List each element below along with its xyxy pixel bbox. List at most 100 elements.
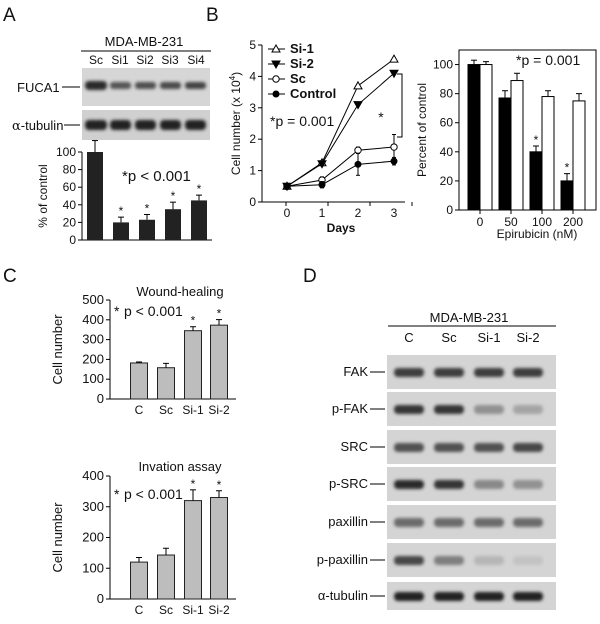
blot-band bbox=[394, 443, 424, 452]
bar bbox=[157, 554, 175, 600]
bar bbox=[113, 222, 129, 240]
panel-a-row-label-tubulin: α-tubulin bbox=[12, 118, 63, 134]
x-tick-label: C bbox=[135, 603, 144, 617]
blot-bands-paxillin bbox=[394, 518, 543, 527]
significance-star: * bbox=[217, 478, 222, 492]
blot-bands-src bbox=[394, 443, 543, 452]
panel-d-lane-label: Sc bbox=[441, 330, 457, 345]
bar bbox=[87, 152, 103, 240]
y-tick-label: 0 bbox=[446, 203, 453, 217]
blot-bands-p-fak bbox=[394, 405, 543, 414]
blot-band bbox=[474, 405, 504, 414]
blot-band bbox=[474, 592, 504, 601]
blot-band bbox=[513, 556, 543, 565]
legend-marker bbox=[272, 90, 280, 98]
bar bbox=[184, 330, 202, 400]
x-tick-label: C bbox=[135, 403, 144, 417]
y-tick-label: 0 bbox=[69, 233, 76, 247]
y-tick-label: 40 bbox=[440, 145, 454, 159]
panel-d-row-label: α-tubulin bbox=[318, 588, 368, 603]
x-tick-label: 0 bbox=[284, 206, 291, 220]
blot-band bbox=[434, 518, 464, 527]
significance-star: * bbox=[217, 307, 222, 321]
significance-star: * bbox=[114, 486, 120, 502]
y-tick-label: 5 bbox=[249, 38, 256, 52]
y-tick-label: 20 bbox=[63, 215, 77, 229]
y-tick-label: 40 bbox=[63, 198, 77, 212]
blot-band bbox=[513, 443, 543, 452]
legend-marker bbox=[271, 43, 281, 53]
panel-label-b: B bbox=[206, 5, 219, 26]
y-tick-label: 4 bbox=[249, 69, 256, 83]
chart-title: Wound-healing bbox=[136, 284, 223, 299]
series-line bbox=[286, 72, 395, 187]
y-tick-label: 20 bbox=[440, 174, 454, 188]
blot-band bbox=[110, 120, 131, 130]
x-tick-label: Si-2 bbox=[208, 603, 230, 617]
blot-band bbox=[513, 592, 543, 601]
y-axis-label: Cell number (x 104) bbox=[228, 72, 243, 175]
x-tick-label: 200 bbox=[563, 215, 583, 229]
panel-d-lane-label: C bbox=[404, 330, 413, 345]
panel-a-lane-label: Si4 bbox=[187, 53, 205, 67]
blot-bands-α-tubulin bbox=[394, 592, 543, 601]
blot-band bbox=[474, 556, 504, 565]
significance-bracket bbox=[397, 73, 403, 138]
bar bbox=[479, 64, 493, 211]
data-point bbox=[390, 157, 398, 165]
blot-band bbox=[185, 120, 206, 130]
alpha-symbol: α bbox=[12, 119, 21, 134]
blot-bands-fak bbox=[394, 368, 543, 377]
panel-d-row-label: SRC bbox=[341, 439, 368, 454]
y-tick-label: 3 bbox=[249, 101, 256, 115]
blot-band bbox=[394, 518, 424, 527]
significance-star: * bbox=[145, 201, 150, 215]
x-tick-label: Si-1 bbox=[182, 603, 204, 617]
blot-band bbox=[85, 81, 107, 90]
y-tick-label: 100 bbox=[82, 371, 104, 386]
x-tick-label: 100 bbox=[532, 215, 552, 229]
x-tick-label: Sc bbox=[159, 603, 173, 617]
blot-band bbox=[513, 518, 543, 527]
bar bbox=[130, 362, 148, 400]
data-point bbox=[353, 80, 363, 90]
series-line bbox=[286, 160, 395, 187]
legend-label: Si-2 bbox=[290, 56, 314, 71]
blot-bands-p-paxillin bbox=[394, 556, 543, 565]
bar bbox=[541, 96, 555, 211]
y-tick-label: 100 bbox=[433, 58, 453, 72]
panel-d-row-label: p-paxillin bbox=[317, 552, 368, 567]
data-point bbox=[318, 181, 326, 189]
blot-band bbox=[513, 368, 543, 377]
y-tick-label: 80 bbox=[63, 163, 77, 177]
y-axis-label: Percent of control bbox=[415, 83, 429, 177]
plot-frame bbox=[458, 49, 597, 211]
blot-band bbox=[185, 82, 206, 89]
blot-bands-p-src bbox=[394, 480, 543, 489]
blot-band bbox=[394, 368, 424, 377]
panel-d-cell-line: MDA-MB-231 bbox=[430, 310, 509, 325]
bar bbox=[130, 561, 148, 600]
bar bbox=[165, 209, 181, 240]
y-axis-label-close: ) bbox=[229, 72, 243, 76]
panel-a-cell-line: MDA-MB-231 bbox=[105, 34, 184, 49]
bar bbox=[157, 367, 175, 400]
y-tick-label: 300 bbox=[82, 499, 104, 514]
bar bbox=[510, 80, 524, 211]
significance-star: * bbox=[378, 109, 384, 125]
blot-band bbox=[394, 556, 424, 565]
panel-a-lane-label: Si1 bbox=[111, 53, 129, 67]
panel-a-lane-label: Sc bbox=[89, 53, 103, 67]
y-axis-label: % of control bbox=[36, 164, 50, 227]
y-tick-label: 80 bbox=[440, 87, 454, 101]
legend-marker bbox=[272, 75, 280, 83]
panel-a-bands-tubulin bbox=[85, 120, 206, 130]
blot-band bbox=[474, 480, 504, 489]
x-tick-label: Sc bbox=[159, 403, 173, 417]
blot-band bbox=[135, 82, 156, 89]
y-tick-label: 400 bbox=[82, 468, 104, 483]
blot-band bbox=[160, 120, 181, 130]
panel-a-lane-label: Si2 bbox=[136, 53, 154, 67]
